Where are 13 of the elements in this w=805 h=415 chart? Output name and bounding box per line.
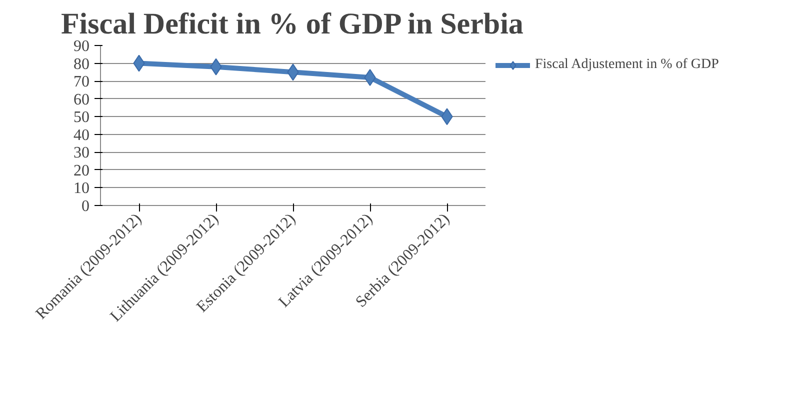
y-tick-label: 30 xyxy=(74,144,90,162)
y-tick-label: 0 xyxy=(82,198,90,215)
y-tick-label: 60 xyxy=(74,91,90,108)
y-tick-label: 20 xyxy=(74,162,90,180)
y-tick-label: 70 xyxy=(74,74,90,91)
y-tick-label: 80 xyxy=(74,56,90,73)
y-tick-label: 10 xyxy=(74,180,90,198)
point xyxy=(364,69,376,86)
y-tick-label: 50 xyxy=(74,109,90,126)
chart-title: Fiscal Deficit in % of GDP in Serbia xyxy=(60,8,524,40)
y-tick-label: 40 xyxy=(74,126,90,144)
y-tick-label: 90 xyxy=(74,38,90,55)
legend-label: Fiscal Adjustement in % of GDP xyxy=(535,57,719,73)
